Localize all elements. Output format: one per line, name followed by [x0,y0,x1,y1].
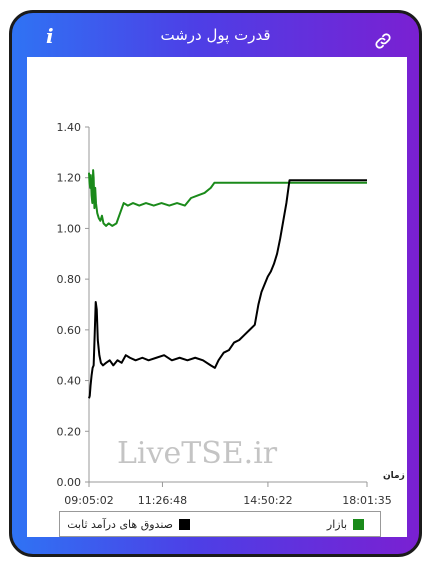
legend-swatch-fixed-income [179,519,190,530]
y-tick-label: 0.00 [57,476,82,489]
y-tick-label: 1.00 [57,222,82,235]
y-tick-label: 0.80 [57,273,82,286]
y-tick-label: 0.60 [57,324,82,337]
link-icon[interactable] [374,32,392,50]
series-line-market [88,169,367,227]
legend: بازار صندوق های درآمد ثابت [59,511,381,537]
y-tick-label: 1.20 [57,172,82,185]
y-tick-label: 0.40 [57,375,82,388]
chart-card: i قدرت پول درشت 0.00 0.20 0.40 0.60 0.80 1.00… [9,10,422,557]
chart-panel: 0.00 0.20 0.40 0.60 0.80 1.00 1.20 1.40 09:05:02… [27,57,407,537]
y-tick-label: 1.40 [57,121,82,134]
series-line-fixed-income [88,179,367,399]
page-title: قدرت پول درشت [160,26,271,44]
x-tick-label: 18:01:35 [342,494,391,507]
y-tick-label: 0.20 [57,425,82,438]
x-tick-label: 14:50:22 [243,494,292,507]
info-icon[interactable]: i [46,24,54,48]
legend-item-fixed-income[interactable]: صندوق های درآمد ثابت [67,518,190,531]
title-bar: i قدرت پول درشت [12,13,419,63]
line-chart: 0.00 0.20 0.40 0.60 0.80 1.00 1.20 1.40 09:05:02… [57,121,392,507]
x-tick-label: 09:05:02 [64,494,113,507]
legend-label-market: بازار [326,518,347,531]
legend-label-fixed-income: صندوق های درآمد ثابت [67,518,173,531]
legend-item-market[interactable]: بازار [327,518,364,531]
x-tick-label: 11:26:48 [138,494,187,507]
x-axis-label: زمان [383,471,405,481]
legend-swatch-market [353,519,364,530]
